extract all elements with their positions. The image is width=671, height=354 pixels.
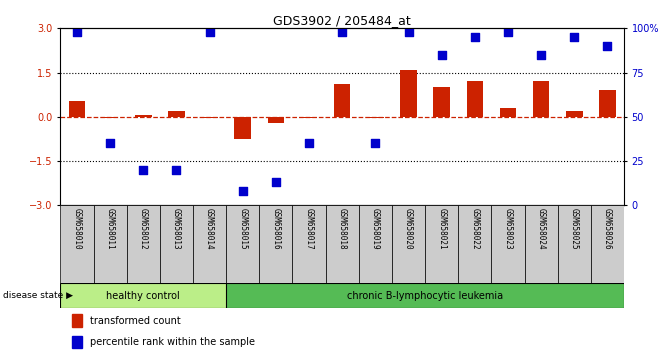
Text: transformed count: transformed count [91,316,181,326]
Text: GSM658014: GSM658014 [205,208,214,249]
Bar [591,205,624,283]
Bar [433,87,450,117]
Bar [599,90,616,117]
Bar [293,205,325,283]
Point [569,34,580,40]
Bar [334,84,350,117]
Bar [226,283,624,308]
Text: GSM658012: GSM658012 [139,208,148,249]
Point [72,29,83,35]
Text: GSM658022: GSM658022 [470,208,479,249]
Bar [400,70,417,117]
Bar [533,81,550,117]
Bar [268,117,285,123]
Text: GSM658013: GSM658013 [172,208,181,249]
Text: percentile rank within the sample: percentile rank within the sample [91,337,255,347]
Point [171,167,182,173]
Point [436,52,447,58]
Text: GSM658023: GSM658023 [503,208,513,249]
Title: GDS3902 / 205484_at: GDS3902 / 205484_at [273,14,411,27]
Text: GSM658015: GSM658015 [238,208,247,249]
Bar [259,205,293,283]
Text: GSM658011: GSM658011 [105,208,115,249]
Text: healthy control: healthy control [107,291,180,301]
Text: GSM658019: GSM658019 [371,208,380,249]
Point [370,141,380,146]
Point [138,167,149,173]
Bar [566,111,582,117]
Point [503,29,513,35]
Bar [72,336,82,348]
Bar [359,205,392,283]
Text: disease state ▶: disease state ▶ [3,291,73,300]
Bar [168,111,185,117]
Text: GSM658025: GSM658025 [570,208,579,249]
Bar [72,314,82,327]
Bar [466,81,483,117]
Text: GSM658017: GSM658017 [305,208,313,249]
Point [470,34,480,40]
Text: GSM658018: GSM658018 [338,208,347,249]
Point [204,29,215,35]
Text: GSM658020: GSM658020 [404,208,413,249]
Bar [458,205,491,283]
Bar [60,205,93,283]
Bar [60,283,226,308]
Bar [325,205,359,283]
Point [403,29,414,35]
Bar [301,117,317,118]
Bar [367,117,384,118]
Text: GSM658024: GSM658024 [537,208,546,249]
Point [602,43,613,49]
Bar [193,205,226,283]
Bar [68,101,85,117]
Bar [525,205,558,283]
Bar [93,205,127,283]
Text: chronic B-lymphocytic leukemia: chronic B-lymphocytic leukemia [347,291,503,301]
Bar [226,205,259,283]
Text: GSM658016: GSM658016 [271,208,280,249]
Point [270,179,281,185]
Bar [491,205,525,283]
Bar [392,205,425,283]
Point [105,141,115,146]
Point [337,29,348,35]
Text: GSM658021: GSM658021 [437,208,446,249]
Point [304,141,315,146]
Bar [102,117,118,118]
Bar [160,205,193,283]
Bar [234,117,251,139]
Point [238,188,248,194]
Bar [558,205,591,283]
Bar [201,117,218,118]
Bar [425,205,458,283]
Bar [500,108,516,117]
Bar [135,115,152,117]
Point [535,52,546,58]
Text: GSM658010: GSM658010 [72,208,81,249]
Text: GSM658026: GSM658026 [603,208,612,249]
Bar [127,205,160,283]
